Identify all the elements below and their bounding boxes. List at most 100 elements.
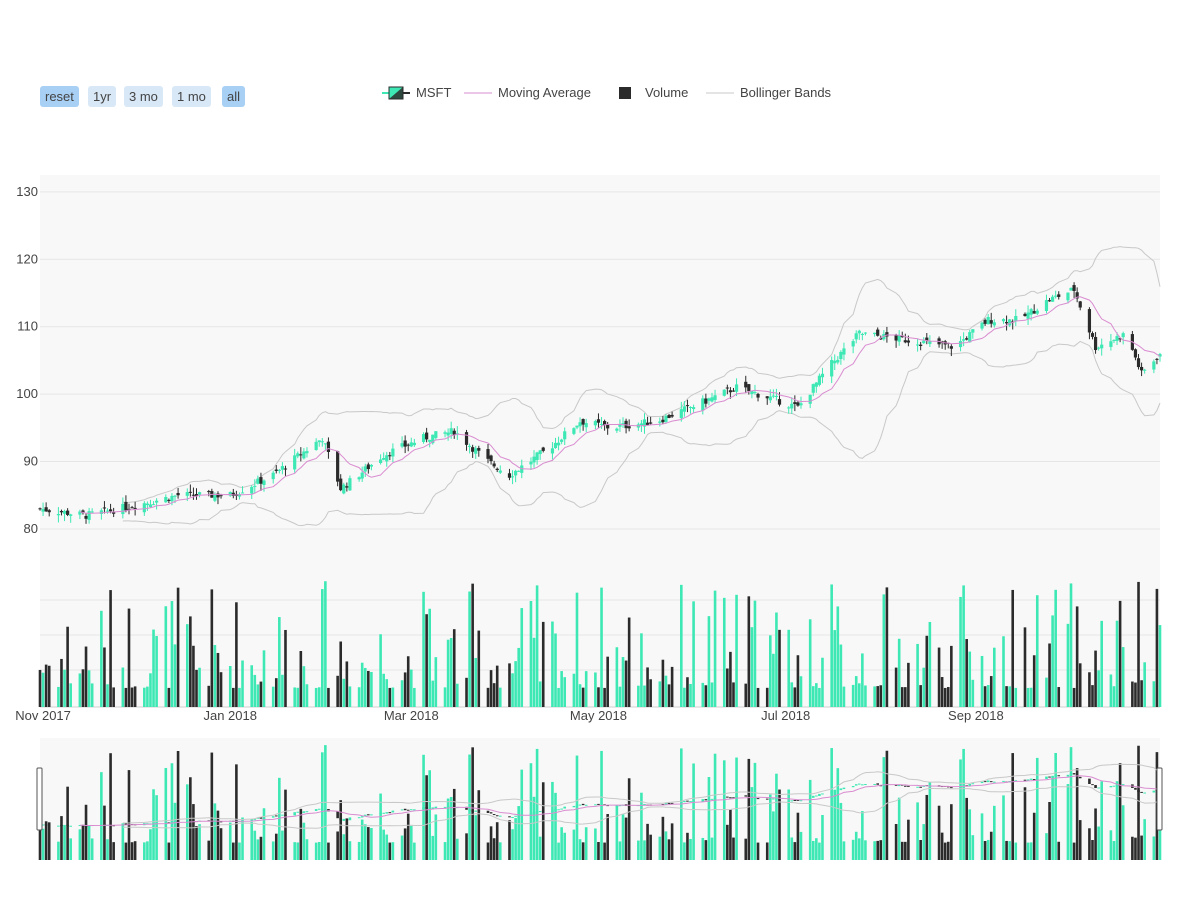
rangeslider-candle — [744, 795, 748, 797]
candle-body — [649, 422, 653, 424]
candle-body — [922, 340, 926, 344]
volume-bar — [517, 647, 520, 707]
rangeslider-candle — [584, 804, 588, 806]
volume-bar — [336, 675, 339, 707]
rangeslider-volume-bar — [624, 817, 628, 860]
volume-bar — [560, 671, 563, 707]
rangeslider-volume-bar — [241, 817, 244, 860]
rangeslider-volume-bar — [449, 796, 453, 860]
x-tick-label: Sep 2018 — [948, 708, 1004, 723]
rangeslider-volume-bar — [686, 832, 689, 860]
rangeslider-candle — [670, 802, 674, 804]
candle-body — [701, 398, 705, 411]
volume-bar — [922, 667, 926, 707]
volume-bar — [821, 657, 824, 707]
candle-body — [593, 421, 597, 426]
volume-bar — [1078, 663, 1082, 707]
volume-bar — [511, 673, 514, 707]
rangeslider-candle — [864, 784, 867, 786]
candle-body — [857, 330, 861, 334]
rangeslider-volume-bar — [1066, 784, 1070, 860]
volume-bar — [259, 681, 263, 707]
rangeslider-volume-bar — [861, 811, 864, 860]
volume-bar — [213, 645, 217, 707]
rangeslider-volume-bar — [839, 802, 843, 860]
volume-bar — [1088, 672, 1091, 707]
rangeslider-candle — [836, 790, 840, 792]
volume-bar — [1029, 687, 1033, 707]
volume-bar — [879, 685, 883, 707]
rangeslider-volume-bar — [489, 826, 493, 860]
volume-bar — [1002, 636, 1005, 707]
candle-body — [271, 472, 275, 480]
candle-body — [434, 431, 438, 438]
volume-bar — [904, 687, 907, 707]
candle-body — [1054, 295, 1058, 297]
rangeslider-volume-bar — [195, 826, 198, 860]
rangeslider-candle — [1078, 776, 1082, 779]
rangeslider-candle — [363, 814, 367, 816]
candle-body — [839, 351, 843, 360]
rangeslider-volume-bar — [425, 775, 428, 860]
range-1mo-button[interactable]: 1 mo — [172, 86, 211, 107]
volume-bar — [744, 683, 748, 707]
rangeslider-candle — [121, 823, 125, 826]
volume-bar — [90, 683, 94, 707]
candle-body — [606, 424, 610, 429]
rangeslider-candle — [1118, 785, 1122, 787]
volume-bar — [538, 681, 542, 707]
candle-body — [992, 322, 996, 326]
candle-body — [811, 384, 815, 393]
rangeslider-candle — [713, 798, 717, 800]
rangeslider-candle — [1109, 786, 1113, 788]
rangeslider-candle — [554, 809, 557, 811]
volume-bar — [185, 624, 189, 707]
rangeslider-volume-bar — [345, 818, 349, 860]
rangeslider-candle — [155, 822, 158, 824]
volume-bar — [449, 637, 453, 707]
rangeslider-candle — [818, 793, 821, 797]
rangeslider-candle — [336, 811, 339, 819]
volume-bar — [986, 685, 990, 707]
range-all-button[interactable]: all — [222, 86, 246, 107]
volume-bar — [84, 646, 88, 707]
rangeslider-candle — [293, 812, 296, 816]
candle-body — [237, 494, 242, 497]
rangeslider-volume-bar — [173, 802, 177, 860]
volume-bar — [167, 687, 171, 707]
range-3mo-button[interactable]: 3 mo — [124, 86, 163, 107]
rangeslider-candle — [339, 817, 343, 821]
rangeslider-candle — [1115, 784, 1119, 786]
range-reset-button[interactable]: reset — [40, 86, 79, 107]
rangeslider-right-handle[interactable] — [1156, 767, 1163, 831]
rangeslider-candle — [529, 813, 533, 815]
candle-body — [618, 424, 622, 427]
volume-bar — [367, 670, 370, 707]
volume-bar — [928, 621, 932, 707]
rangeslider-volume-bar — [572, 829, 576, 860]
candle-body — [84, 515, 88, 519]
rangeslider-volume-bar — [621, 814, 625, 860]
rangeslider-volume-bar — [152, 789, 155, 860]
volume-bar — [581, 687, 585, 707]
rangeslider-volume-bar — [1078, 820, 1082, 860]
volume-bar — [551, 621, 554, 707]
rangeslider-volume-bar — [299, 808, 303, 860]
candle-body — [1139, 366, 1144, 371]
candle-body — [47, 510, 51, 513]
rangeslider-volume-bar — [646, 823, 649, 860]
rangeslider-candle — [63, 824, 66, 826]
rangeslider-volume-bar — [1115, 781, 1119, 860]
rangeslider-volume-bar — [109, 753, 112, 860]
candle-body — [510, 476, 515, 478]
volume-bar — [443, 687, 447, 707]
rangeslider-volume-bar — [615, 805, 619, 860]
rangeslider-left-handle[interactable] — [36, 767, 43, 831]
range-1yr-button[interactable]: 1yr — [88, 86, 117, 107]
candle-body — [1115, 336, 1119, 341]
rangeslider-candle — [541, 810, 545, 812]
y-tick-label: 110 — [17, 319, 38, 334]
rangeslider-candle — [597, 803, 600, 805]
rangeslider-volume-bar — [379, 793, 382, 860]
rangeslider-volume-bar — [594, 828, 597, 860]
